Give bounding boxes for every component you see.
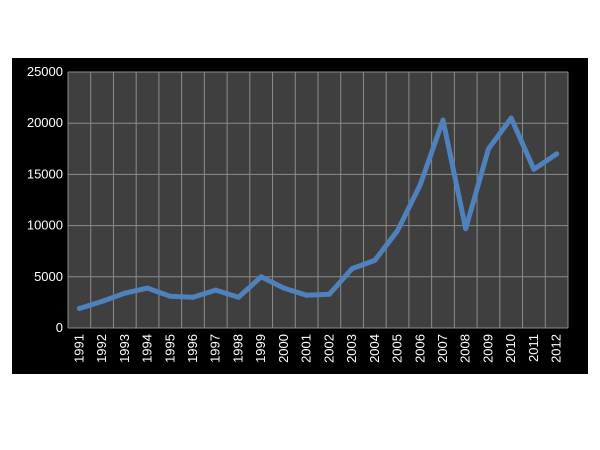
x-tick-label: 2002 bbox=[321, 334, 336, 363]
x-tick-label: 2012 bbox=[549, 334, 564, 363]
x-tick-label: 2008 bbox=[458, 334, 473, 363]
chart-panel: 0 5000 10000 15000 20000 25000 1991 1992 1993 199… bbox=[12, 58, 588, 374]
data-point bbox=[326, 291, 332, 297]
y-tick-label: 25000 bbox=[27, 64, 63, 79]
data-point bbox=[122, 290, 128, 296]
series-line bbox=[76, 115, 560, 311]
data-point bbox=[508, 115, 514, 121]
data-point bbox=[213, 287, 219, 293]
x-tick-label: 1997 bbox=[208, 334, 223, 363]
x-tick-label: 1996 bbox=[185, 334, 200, 363]
x-tick-label: 1995 bbox=[162, 334, 177, 363]
y-tick-label: 20000 bbox=[27, 115, 63, 130]
data-point bbox=[258, 274, 264, 280]
x-tick-label: 2007 bbox=[435, 334, 450, 363]
x-tick-label: 2006 bbox=[412, 334, 427, 363]
x-tick-label: 1994 bbox=[140, 334, 155, 363]
data-point bbox=[395, 228, 401, 234]
x-tick-label: 2000 bbox=[276, 334, 291, 363]
x-tick-label: 2010 bbox=[503, 334, 518, 363]
data-point bbox=[190, 294, 196, 300]
x-tick-label: 2005 bbox=[390, 334, 405, 363]
line-chart: 0 5000 10000 15000 20000 25000 1991 1992 1993 199… bbox=[27, 64, 569, 363]
x-tick-label: 1998 bbox=[230, 334, 245, 363]
x-tick-label: 1993 bbox=[117, 334, 132, 363]
data-point bbox=[485, 146, 491, 152]
data-point bbox=[417, 182, 423, 188]
data-point bbox=[554, 151, 560, 157]
data-point bbox=[99, 298, 105, 304]
data-point bbox=[372, 257, 378, 263]
data-point bbox=[76, 306, 82, 312]
data-point bbox=[531, 166, 537, 172]
x-tick-label: 2001 bbox=[299, 334, 314, 363]
x-tick-label: 2011 bbox=[526, 334, 541, 362]
y-tick-label: 5000 bbox=[34, 269, 63, 284]
data-point bbox=[167, 293, 173, 299]
x-tick-label: 1992 bbox=[94, 334, 109, 363]
x-tick-label: 2009 bbox=[480, 334, 495, 363]
y-tick-label: 10000 bbox=[27, 218, 63, 233]
data-point bbox=[281, 285, 287, 291]
data-point bbox=[145, 285, 151, 291]
x-tick-label: 2003 bbox=[344, 334, 359, 363]
x-tick-label: 1999 bbox=[253, 334, 268, 363]
data-point bbox=[463, 226, 469, 232]
y-tick-label: 15000 bbox=[27, 166, 63, 181]
data-point bbox=[235, 294, 241, 300]
y-tick-label: 0 bbox=[56, 320, 63, 335]
x-tick-label: 2004 bbox=[367, 334, 382, 363]
data-point bbox=[304, 292, 310, 298]
data-point bbox=[349, 266, 355, 272]
data-point bbox=[440, 117, 446, 123]
x-tick-label: 1991 bbox=[71, 334, 86, 363]
